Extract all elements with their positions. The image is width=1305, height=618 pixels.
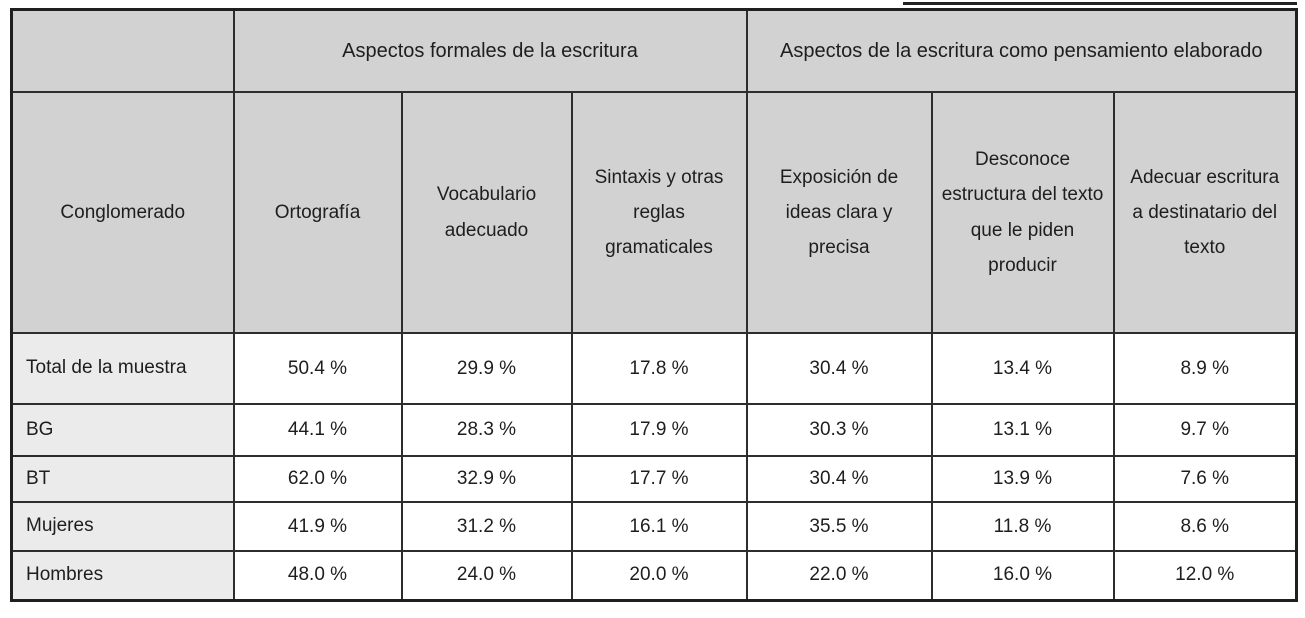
cell-value: 17.7 % — [570, 455, 748, 503]
column-header-sintaxis: Sintaxis y otras reglas gramaticales — [570, 91, 748, 334]
row-label-bt: BT — [10, 455, 235, 503]
cell-value: 7.6 % — [1112, 455, 1298, 503]
cell-value: 20.0 % — [570, 550, 748, 601]
cell-value: 8.9 % — [1112, 332, 1298, 405]
cell-value: 24.0 % — [400, 550, 573, 601]
cell-value: 28.3 % — [400, 403, 573, 457]
cell-value: 22.0 % — [745, 550, 933, 601]
cell-value: 30.3 % — [745, 403, 933, 457]
cell-value: 9.7 % — [1112, 403, 1298, 457]
cell-value: 12.0 % — [1112, 550, 1298, 601]
table-row-bg: BG 44.1 % 28.3 % 17.9 % 30.3 % 13.1 % 9.… — [10, 403, 1298, 457]
column-header-exposicion: Exposición de ideas clara y precisa — [745, 91, 933, 334]
corner-cell — [10, 8, 235, 93]
row-label-hombres: Hombres — [10, 550, 235, 601]
cell-value: 29.9 % — [400, 332, 573, 405]
row-label-total: Total de la muestra — [10, 332, 235, 405]
column-header-vocabulario: Vocabulario adecuado — [400, 91, 573, 334]
cell-value: 17.8 % — [570, 332, 748, 405]
row-label-mujeres: Mujeres — [10, 501, 235, 552]
table-row-mujeres: Mujeres 41.9 % 31.2 % 16.1 % 35.5 % 11.8… — [10, 501, 1298, 552]
cell-value: 11.8 % — [930, 501, 1115, 552]
cell-value: 35.5 % — [745, 501, 933, 552]
column-header-desconoce: Desconoce estructura del texto que le pi… — [930, 91, 1115, 334]
table-row-bt: BT 62.0 % 32.9 % 17.7 % 30.4 % 13.9 % 7.… — [10, 455, 1298, 503]
cell-value: 13.1 % — [930, 403, 1115, 457]
cell-value: 30.4 % — [745, 455, 933, 503]
cell-value: 50.4 % — [232, 332, 403, 405]
group-header-row: Aspectos formales de la escritura Aspect… — [10, 8, 1298, 93]
cell-value: 31.2 % — [400, 501, 573, 552]
column-header-ortografia: Ortografía — [232, 91, 403, 334]
statistics-table: Aspectos formales de la escritura Aspect… — [10, 8, 1298, 602]
cell-value: 62.0 % — [232, 455, 403, 503]
cell-value: 8.6 % — [1112, 501, 1298, 552]
cell-value: 16.0 % — [930, 550, 1115, 601]
cell-value: 13.4 % — [930, 332, 1115, 405]
cell-value: 32.9 % — [400, 455, 573, 503]
row-label-bg: BG — [10, 403, 235, 457]
group-header-formales: Aspectos formales de la escritura — [232, 8, 748, 93]
table-row-total: Total de la muestra 50.4 % 29.9 % 17.8 %… — [10, 332, 1298, 405]
cell-value: 30.4 % — [745, 332, 933, 405]
cell-value: 13.9 % — [930, 455, 1115, 503]
table-row-hombres: Hombres 48.0 % 24.0 % 20.0 % 22.0 % 16.0… — [10, 550, 1298, 601]
group-header-pensamiento: Aspectos de la escritura como pensamient… — [745, 8, 1298, 93]
cell-value: 17.9 % — [570, 403, 748, 457]
column-header-adecuar: Adecuar escritura a destinatario del tex… — [1112, 91, 1298, 334]
cell-value: 48.0 % — [232, 550, 403, 601]
top-edge-artifact-line — [903, 2, 1297, 5]
cell-value: 41.9 % — [232, 501, 403, 552]
cell-value: 16.1 % — [570, 501, 748, 552]
column-header-conglomerado: Conglomerado — [10, 91, 235, 334]
column-header-row: Conglomerado Ortografía Vocabulario adec… — [10, 91, 1298, 334]
cell-value: 44.1 % — [232, 403, 403, 457]
